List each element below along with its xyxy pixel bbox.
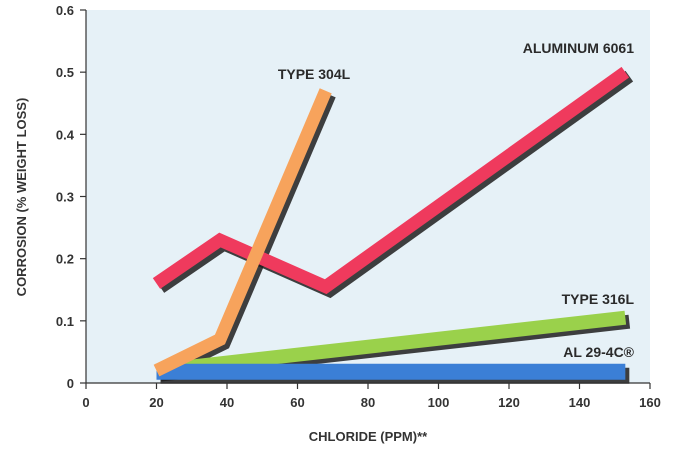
y-tick-label: 0.6 — [56, 3, 74, 18]
series-label-aluminum-6061: ALUMINUM 6061 — [523, 40, 634, 56]
series-line-type-304l — [153, 88, 332, 377]
y-tick-label: 0 — [67, 376, 74, 391]
x-tick-label: 100 — [428, 395, 450, 410]
x-tick-label: 160 — [639, 395, 661, 410]
x-tick-label: 60 — [290, 395, 304, 410]
y-tick-label: 0.3 — [56, 190, 74, 205]
x-axis-title: CHLORIDE (PPM)** — [309, 429, 428, 444]
x-tick-label: 80 — [361, 395, 375, 410]
y-tick-label: 0.4 — [56, 127, 75, 142]
y-axis-title: CORROSION (% WEIGHT LOSS) — [14, 98, 29, 297]
x-tick-label: 40 — [220, 395, 234, 410]
series-line-aluminum-6061 — [152, 66, 630, 295]
x-tick-label: 0 — [82, 395, 89, 410]
y-tick-label: 0.5 — [56, 65, 74, 80]
x-tick-label: 120 — [498, 395, 520, 410]
x-tick-label: 140 — [569, 395, 591, 410]
series-line-type-316l — [155, 310, 627, 378]
x-tick-label: 20 — [149, 395, 163, 410]
series-label-type-304l: TYPE 304L — [278, 66, 351, 82]
series-label-al-29-4c: AL 29-4C® — [563, 344, 634, 360]
series-label-type-316l: TYPE 316L — [562, 291, 635, 307]
y-tick-label: 0.1 — [56, 314, 74, 329]
y-tick-label: 0.2 — [56, 252, 74, 267]
